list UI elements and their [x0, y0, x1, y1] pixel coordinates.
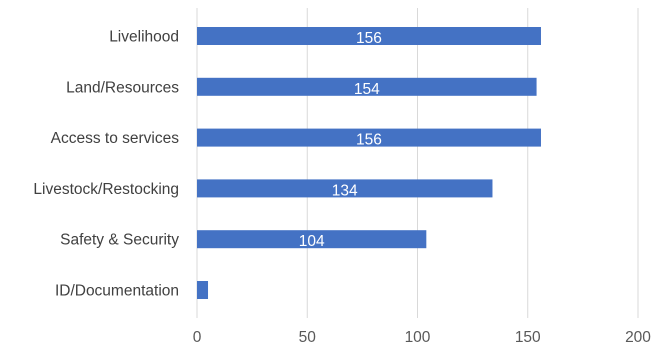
bar: [197, 281, 209, 299]
data-label: 154: [354, 81, 380, 98]
category-label: Safety & Security: [60, 232, 179, 249]
data-label: 104: [299, 233, 325, 250]
x-tick-label: 0: [193, 329, 202, 346]
x-tick-label: 150: [515, 329, 541, 346]
category-label: Access to services: [51, 130, 180, 147]
category-labels: Livelihood Land/Resources Access to servic…: [33, 29, 179, 300]
data-label: 156: [356, 132, 382, 149]
category-label: ID/Documentation: [55, 283, 179, 300]
x-tick-label: 200: [625, 329, 651, 346]
data-label: 134: [332, 182, 358, 199]
x-tick-label: 50: [299, 329, 317, 346]
x-tick-label: 100: [405, 329, 431, 346]
gridlines: [196, 8, 639, 318]
x-axis-tick-labels: 0 50 100 150 200: [193, 329, 652, 346]
category-label: Livestock/Restocking: [33, 181, 179, 198]
bar: [197, 230, 427, 249]
category-label: Livelihood: [109, 29, 179, 46]
bar: [197, 179, 493, 198]
bar: [197, 27, 541, 45]
data-label: 156: [356, 30, 382, 47]
bars: [197, 27, 541, 299]
bar: [197, 77, 537, 96]
category-label: Land/Resources: [66, 79, 179, 96]
data-labels: 156 154 156 134 104: [299, 30, 382, 250]
bar: [197, 128, 541, 147]
